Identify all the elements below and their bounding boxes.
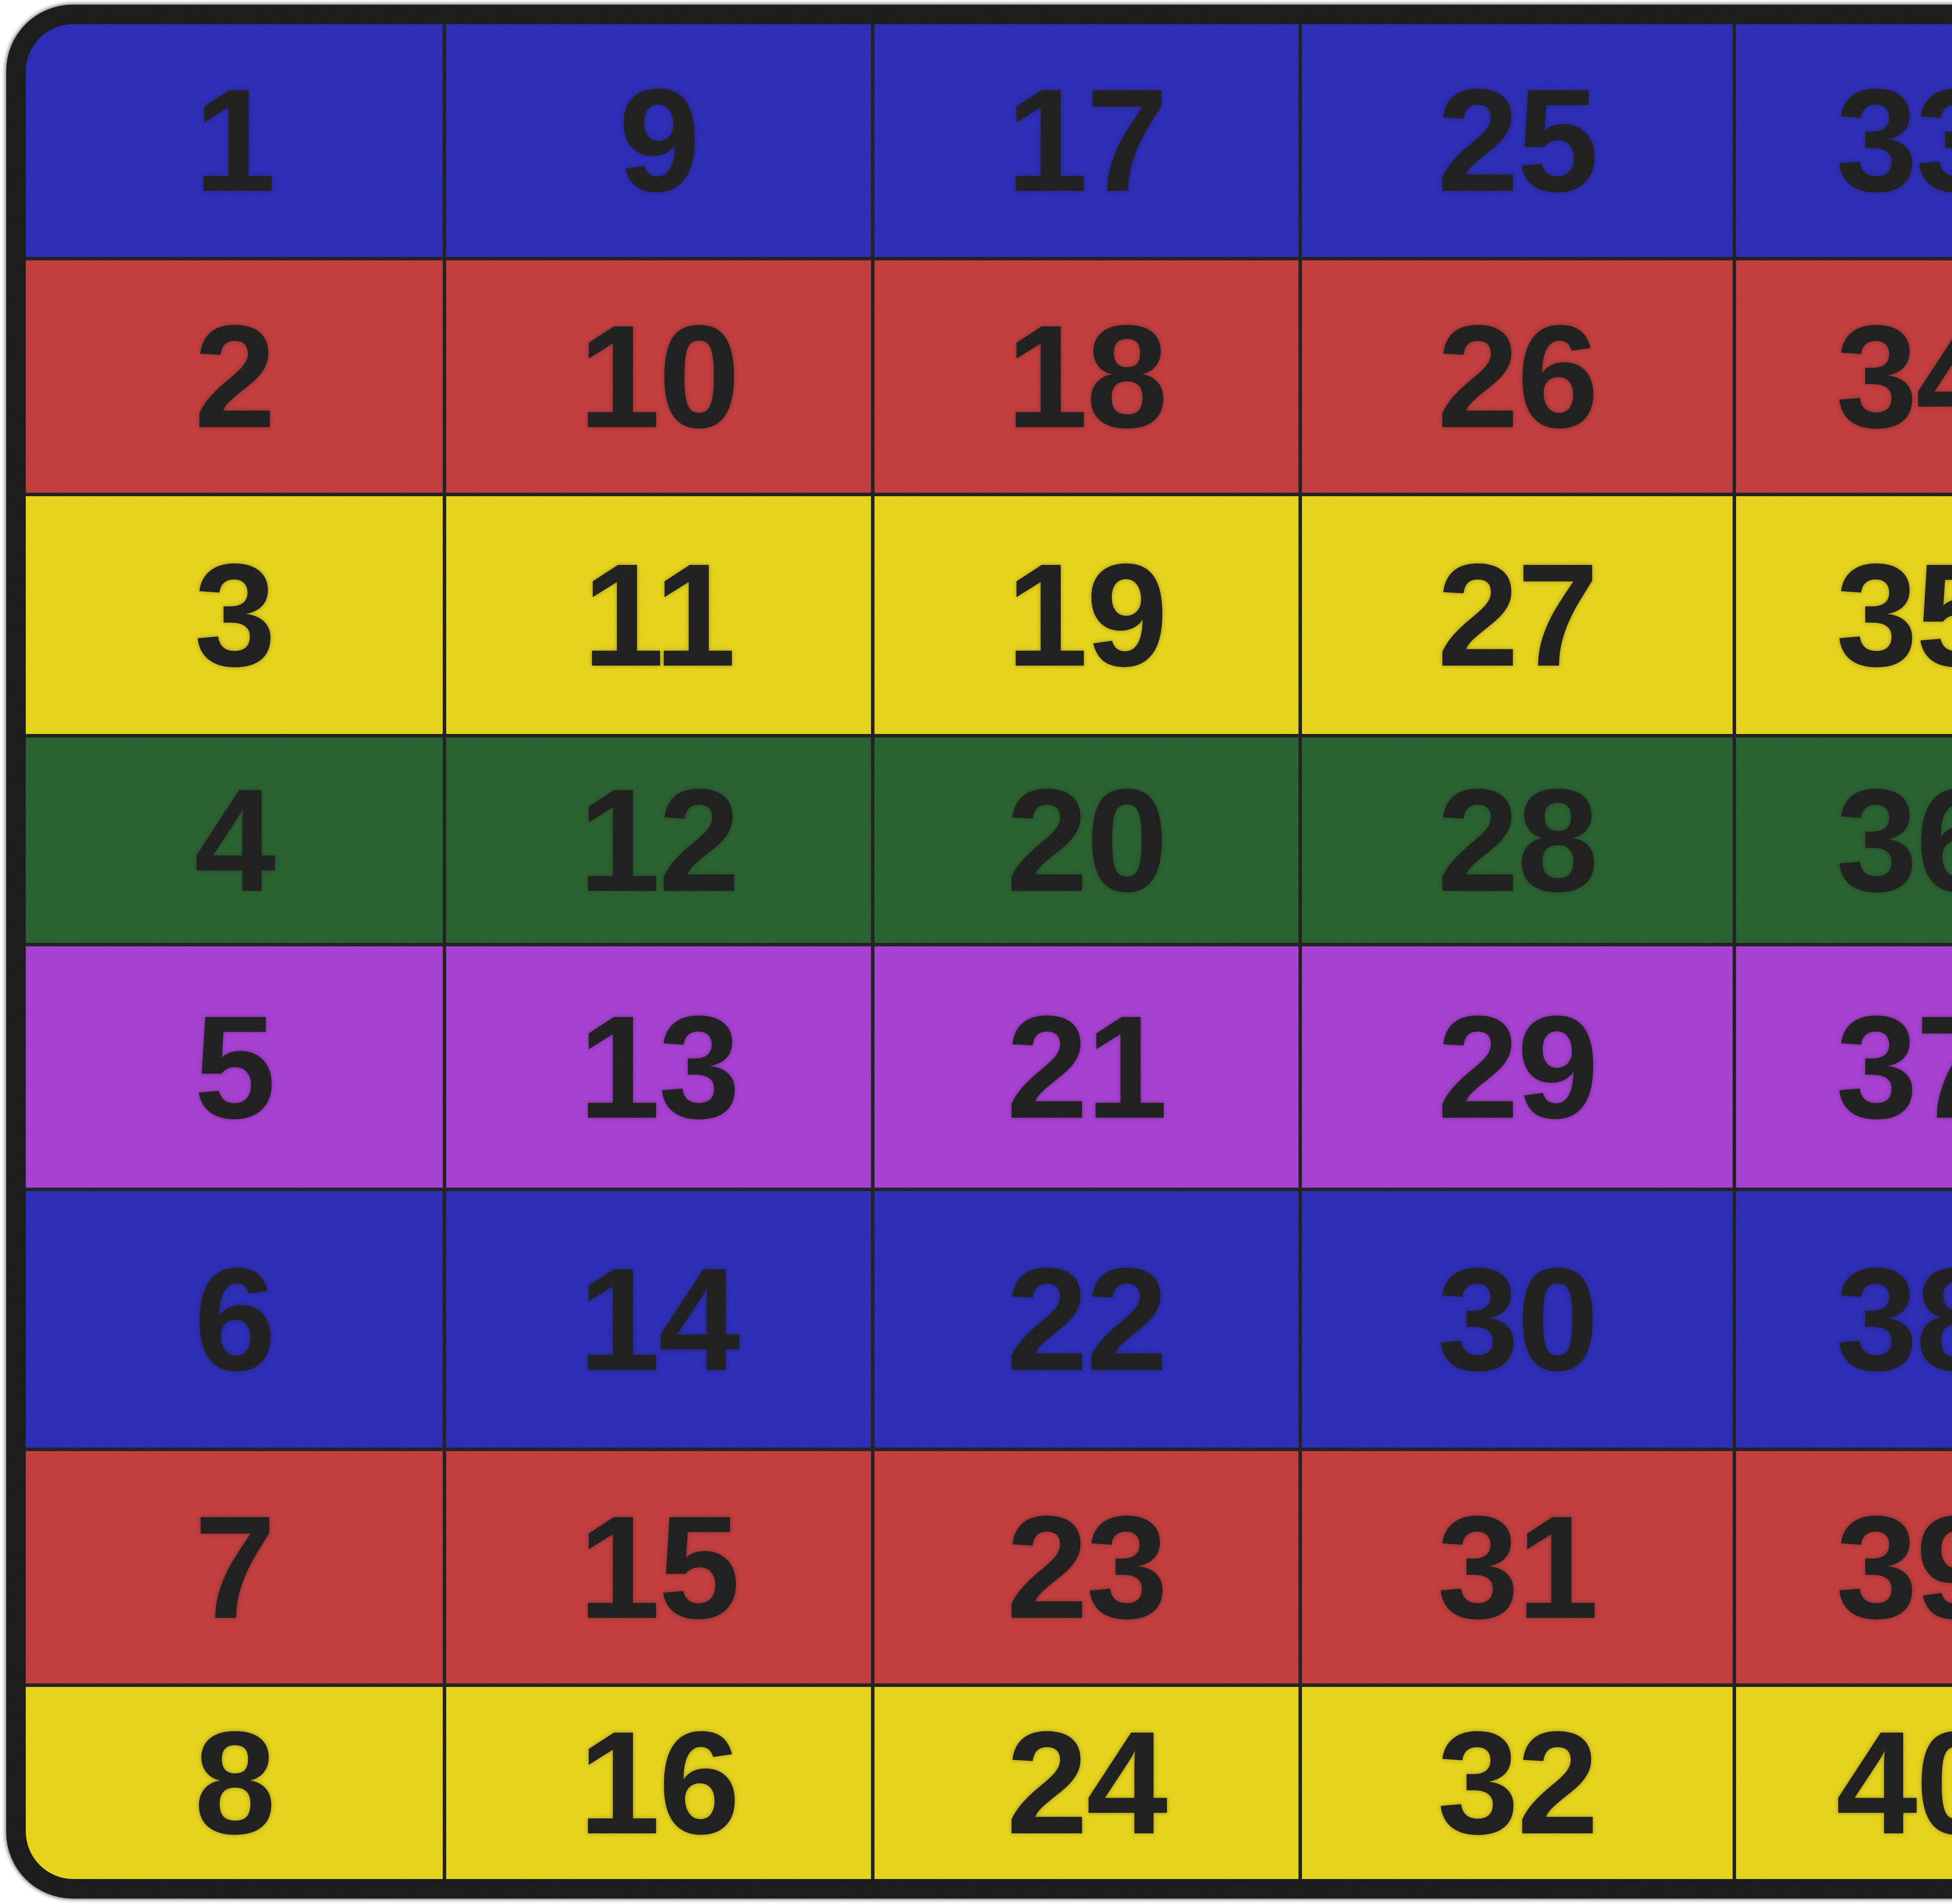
number-cell-2: 2 (26, 260, 443, 493)
number-cell-35: 35 (1736, 496, 1952, 734)
number-cell-32: 32 (1302, 1687, 1733, 1879)
number-cell-36: 36 (1736, 737, 1952, 943)
number-cell-38: 38 (1736, 1191, 1952, 1448)
number-cell-12: 12 (446, 737, 871, 943)
number-cell-29: 29 (1302, 946, 1733, 1188)
number-cell-7: 7 (26, 1451, 443, 1683)
number-cell-6: 6 (26, 1191, 443, 1448)
number-cell-19: 19 (874, 496, 1298, 734)
number-cell-39: 39 (1736, 1451, 1952, 1683)
number-cell-20: 20 (874, 737, 1298, 943)
number-grid: 1 9 17 25 33 2 10 18 26 34 3 11 19 (26, 24, 1952, 1879)
number-cell-11: 11 (446, 496, 871, 734)
number-cell-23: 23 (874, 1451, 1298, 1683)
rug-inner-area: 1 9 17 25 33 2 10 18 26 34 3 11 19 (26, 24, 1952, 1879)
number-cell-28: 28 (1302, 737, 1733, 943)
number-cell-24: 24 (874, 1687, 1298, 1879)
numbers-rug-mat: 1 9 17 25 33 2 10 18 26 34 3 11 19 (6, 5, 1952, 1899)
number-cell-3: 3 (26, 496, 443, 734)
number-cell-40: 40 (1736, 1687, 1952, 1879)
number-cell-15: 15 (446, 1451, 871, 1683)
number-cell-1: 1 (26, 24, 443, 257)
number-cell-27: 27 (1302, 496, 1733, 734)
number-cell-37: 37 (1736, 946, 1952, 1188)
number-cell-22: 22 (874, 1191, 1298, 1448)
number-cell-5: 5 (26, 946, 443, 1188)
number-cell-25: 25 (1302, 24, 1733, 257)
number-cell-30: 30 (1302, 1191, 1733, 1448)
number-cell-16: 16 (446, 1687, 871, 1879)
number-cell-14: 14 (446, 1191, 871, 1448)
rug-product-image: 1 9 17 25 33 2 10 18 26 34 3 11 19 (0, 0, 1952, 1904)
number-cell-21: 21 (874, 946, 1298, 1188)
number-cell-26: 26 (1302, 260, 1733, 493)
number-cell-17: 17 (874, 24, 1298, 257)
number-cell-18: 18 (874, 260, 1298, 493)
number-cell-10: 10 (446, 260, 871, 493)
number-cell-13: 13 (446, 946, 871, 1188)
number-cell-31: 31 (1302, 1451, 1733, 1683)
number-cell-34: 34 (1736, 260, 1952, 493)
number-cell-9: 9 (446, 24, 871, 257)
number-cell-33: 33 (1736, 24, 1952, 257)
number-cell-8: 8 (26, 1687, 443, 1879)
number-cell-4: 4 (26, 737, 443, 943)
